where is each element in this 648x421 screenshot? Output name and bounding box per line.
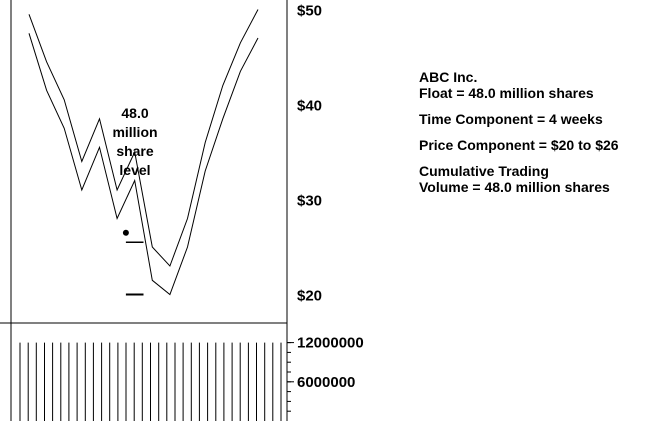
price-line-1 [28,9,259,267]
float-text: Float = 48.0 million shares [419,85,594,101]
volume-ticks: 6000000 12000000 [287,335,364,412]
annotation-line-4: level [119,162,150,178]
annotation-line-1: 48.0 [121,105,148,121]
volume-tick-label: 6000000 [297,374,355,391]
annotation-line-3: share [116,143,154,159]
info-panel: ABC Inc. Float = 48.0 million shares Tim… [419,69,644,195]
price-tick-label: $50 [297,3,322,20]
price-component-text: Price Component = $20 to $26 [419,137,619,153]
cumulative-line-1: Cumulative Trading [419,163,549,179]
price-line-2 [28,33,259,296]
price-tick-label: $20 [297,288,322,305]
price-tick-label: $40 [297,98,322,115]
annotation-line-2: million [112,124,157,140]
volume-bars [19,342,282,421]
time-component-text: Time Component = 4 weeks [419,111,603,127]
price-marker [122,229,129,236]
price-ticks: $20 $30 $40 $50 [297,3,322,305]
cumulative-line-2: Volume = 48.0 million shares [419,179,610,195]
price-lines [28,9,259,296]
company-name: ABC Inc. [419,69,478,85]
price-tick-label: $30 [297,193,322,210]
marker-layer [122,229,129,236]
volume-tick-label: 12000000 [297,335,364,352]
support-levels [125,241,144,296]
